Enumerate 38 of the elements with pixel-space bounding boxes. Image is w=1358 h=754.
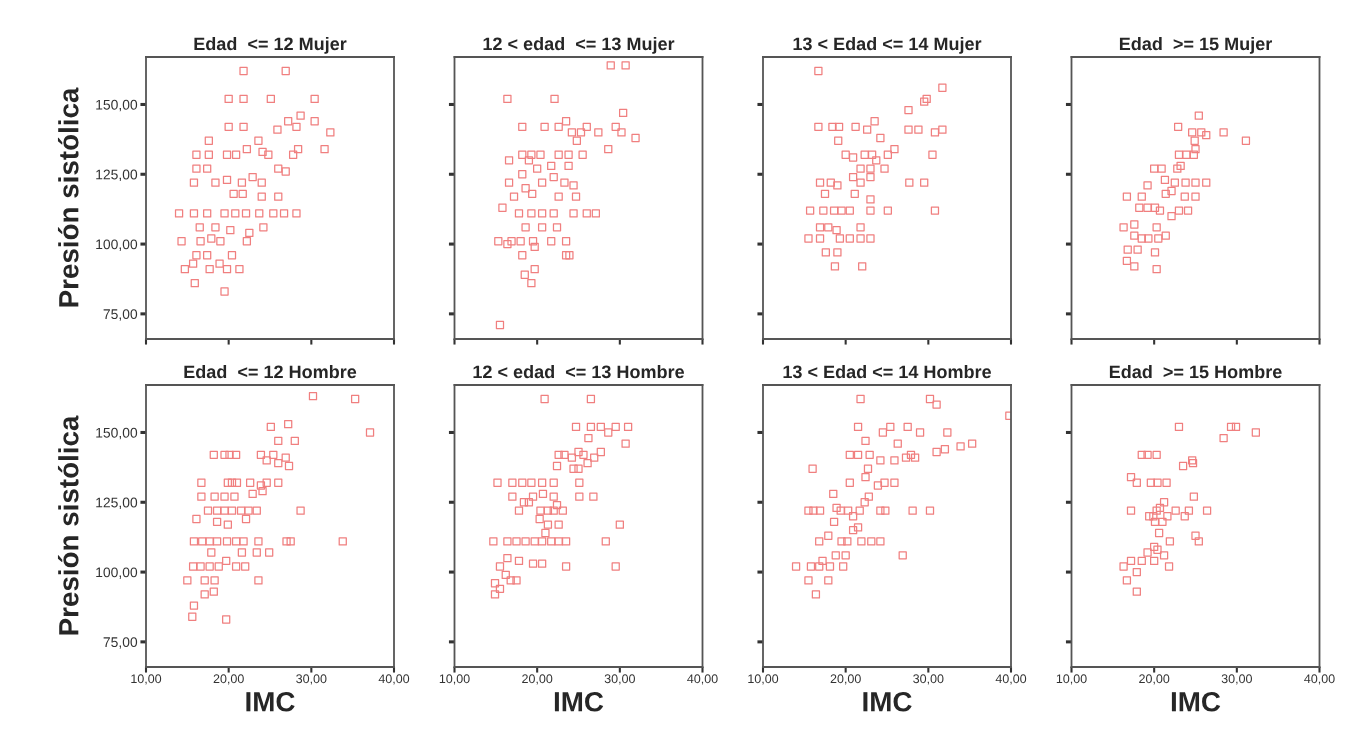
chart-title: 13 < Edad <= 14 Hombre: [783, 364, 992, 379]
x-axis-title: IMC: [1171, 691, 1221, 712]
y-tick-label: 100,00: [96, 239, 138, 251]
x-tick-label: 10,00: [131, 674, 162, 685]
x-tick-label: 20,00: [522, 674, 553, 685]
y-axis-title: Presión sistólica: [57, 87, 79, 307]
x-tick-label: 10,00: [439, 674, 470, 685]
y-tick-label: 150,00: [96, 427, 138, 440]
x-tick-label: 30,00: [296, 674, 327, 685]
chart-title: 13 < Edad <= 14 Mujer: [793, 36, 982, 54]
x-axis-title: IMC: [863, 691, 912, 712]
y-axis-title: Presión sistólica: [57, 415, 79, 635]
y-tick-label: 100,00: [96, 567, 138, 579]
x-axis-title: IMC: [246, 691, 295, 712]
x-tick-label: 40,00: [995, 674, 1027, 685]
x-tick-label: 10,00: [1056, 674, 1087, 685]
x-tick-label: 40,00: [1304, 674, 1335, 685]
chart-title: 12 < edad <= 13 Mujer: [483, 36, 675, 54]
x-tick-label: 20,00: [1139, 674, 1170, 685]
chart-title: Edad <= 12 Hombre: [184, 364, 357, 379]
x-tick-label: 20,00: [213, 674, 244, 685]
y-tick-label: 75,00: [103, 309, 138, 321]
x-tick-label: 30,00: [1221, 674, 1252, 685]
x-tick-label: 40,00: [687, 674, 718, 685]
chart-title: Edad <= 12 Mujer: [194, 36, 347, 54]
chart-title: 12 < edad <= 13 Hombre: [473, 364, 685, 379]
x-tick-label: 30,00: [913, 674, 944, 685]
x-tick-label: 30,00: [604, 674, 635, 685]
y-tick-label: 125,00: [96, 169, 138, 182]
chart-title: Edad >= 15 Hombre: [1109, 364, 1282, 379]
y-tick-label: 75,00: [103, 637, 138, 649]
y-tick-label: 125,00: [96, 497, 138, 510]
x-axis-title: IMC: [554, 691, 604, 712]
x-tick-label: 10,00: [748, 674, 779, 685]
chart-title: Edad >= 15 Mujer: [1119, 36, 1272, 54]
y-tick-label: 150,00: [96, 99, 138, 112]
x-tick-label: 20,00: [830, 674, 861, 685]
x-tick-label: 40,00: [378, 674, 410, 685]
